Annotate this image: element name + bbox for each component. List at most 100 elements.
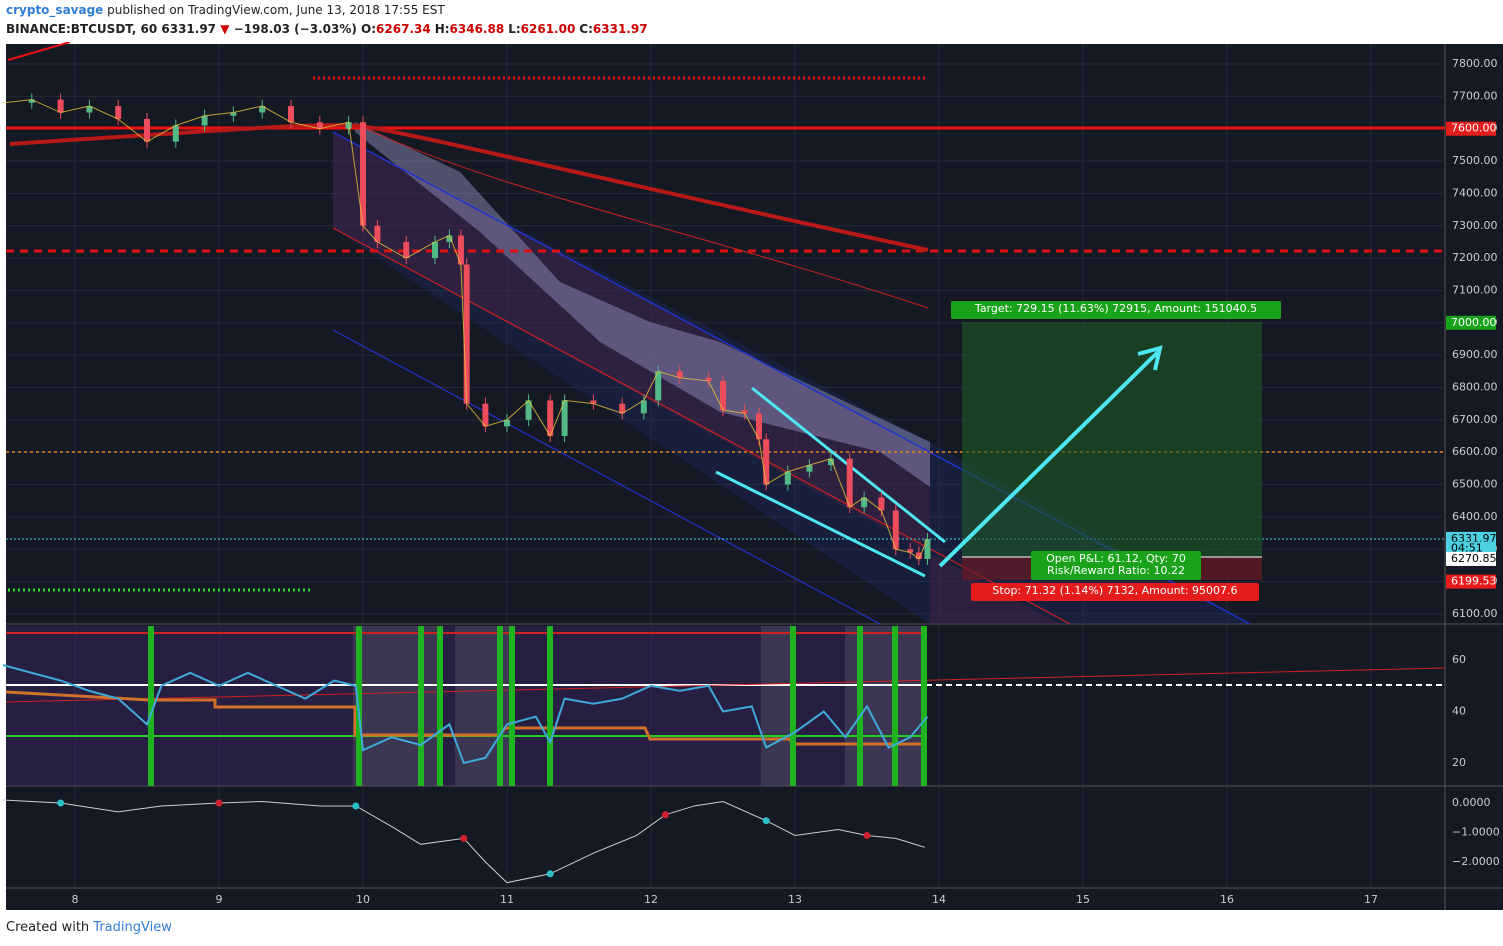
wedge-line — [715, 470, 926, 578]
candle — [861, 497, 868, 508]
osc-label: 0.0000 — [1452, 796, 1491, 809]
pnl-box — [1031, 551, 1201, 580]
candle — [640, 400, 647, 414]
candle — [756, 413, 762, 440]
published: published on TradingView.com, June 13, 2… — [107, 3, 445, 17]
author[interactable]: crypto_savage — [6, 3, 104, 17]
pnl-text: Risk/Reward Ratio: 10.22 — [1047, 564, 1185, 577]
time-label: 9 — [216, 893, 223, 906]
candle — [374, 225, 381, 242]
candle — [655, 371, 662, 401]
price-tag — [1446, 574, 1496, 589]
price-label: 6800.00 — [1452, 381, 1498, 394]
candle — [172, 125, 179, 142]
change: −198.03 (−3.03%) — [233, 22, 357, 36]
arrow — [938, 350, 1160, 568]
arrow: ▼ — [220, 22, 230, 36]
price-tag — [1446, 121, 1496, 136]
ohlc-key: C: — [579, 22, 593, 36]
last: 6331.97 — [161, 22, 217, 36]
price-line — [2, 99, 928, 560]
candle — [763, 439, 770, 485]
osc-dot — [215, 799, 223, 807]
channel-fill — [333, 132, 1060, 624]
price-tag — [1446, 315, 1496, 330]
time-label: 15 — [1076, 893, 1090, 906]
price-label: 6700.00 — [1452, 413, 1498, 426]
rsi-bg — [6, 626, 926, 786]
ohlc-value: 6346.88 — [449, 22, 505, 36]
candle — [590, 400, 597, 404]
chart: 7800.00 7700.00 7600.00 7500.00 7400.00 7300.… — [0, 42, 1503, 912]
ma-line — [7, 42, 71, 61]
pnl-text: Open P&L: 61.12, Qty: 70 — [1046, 552, 1186, 565]
series: 7800.00 7700.00 7600.00 7500.00 7400.00 7300.… — [2, 57, 1500, 906]
price-tag-text: 04:51 — [1451, 542, 1483, 555]
stop-box — [971, 583, 1259, 601]
rsi-zone — [353, 626, 443, 786]
candle — [316, 122, 323, 129]
candle — [230, 112, 237, 116]
candle — [619, 403, 626, 414]
candle — [547, 400, 554, 437]
candle — [457, 235, 464, 265]
price-label: 7400.00 — [1452, 186, 1498, 199]
rsi-trend — [5, 667, 1446, 703]
osc-dot — [762, 817, 770, 825]
time-label: 11 — [500, 893, 514, 906]
rsi-label: 60 — [1452, 653, 1466, 666]
symbol: BINANCE:BTCUSDT, 60 — [6, 22, 158, 36]
candle — [892, 510, 899, 550]
time-label: 10 — [356, 893, 370, 906]
candle — [432, 241, 438, 259]
osc-label: −2.0000 — [1452, 855, 1500, 868]
price-label: 7500.00 — [1452, 154, 1498, 167]
candle — [806, 465, 813, 472]
candle — [907, 549, 914, 553]
candle — [705, 377, 712, 382]
candle — [504, 419, 510, 427]
candle — [463, 264, 470, 404]
rsi-zone — [455, 626, 515, 786]
candle — [741, 410, 748, 414]
candle — [828, 458, 834, 466]
price-label: 6400.00 — [1452, 510, 1498, 523]
rsi-label: 20 — [1452, 756, 1466, 769]
price-tag-text: 7000.00 — [1451, 316, 1497, 329]
stop-text: Stop: 71.32 (1.14%) 7132, Amount: 95007.… — [992, 584, 1237, 597]
candle — [878, 497, 885, 511]
osc-dot — [460, 834, 468, 842]
candle — [446, 235, 453, 242]
ema-band — [355, 122, 930, 487]
arrow-head — [1137, 345, 1163, 371]
price-label: 6600.00 — [1452, 445, 1498, 458]
ohlc-value: 6267.34 — [376, 22, 431, 36]
ohlc-key: H: — [434, 22, 450, 36]
rsi-label: 40 — [1452, 705, 1466, 718]
osc-dot — [546, 870, 554, 878]
candle — [57, 99, 64, 113]
price-label: 7200.00 — [1452, 251, 1498, 264]
candle — [201, 115, 208, 126]
time-label: 14 — [932, 893, 946, 906]
candle — [784, 471, 791, 485]
rsi-line — [2, 664, 929, 765]
candle — [676, 371, 683, 378]
ohlc-value: 6331.97 — [592, 22, 648, 36]
price-label: 7700.00 — [1452, 89, 1498, 102]
target-box — [951, 301, 1281, 319]
price-tag-text: 7600.00 — [1451, 122, 1497, 135]
price-tag-text: 6199.53 — [1451, 575, 1497, 588]
osc-dot — [57, 799, 65, 807]
candle — [846, 458, 853, 508]
ma-line — [9, 123, 929, 252]
candle — [28, 99, 35, 103]
price-label: 6500.00 — [1452, 478, 1498, 491]
price-label: 7300.00 — [1452, 219, 1498, 232]
ohlc-value: 6261.00 — [520, 22, 576, 36]
osc-label: −1.0000 — [1452, 826, 1500, 839]
ohlc-key: L: — [508, 22, 521, 36]
candle — [525, 400, 532, 420]
candle — [144, 118, 150, 142]
